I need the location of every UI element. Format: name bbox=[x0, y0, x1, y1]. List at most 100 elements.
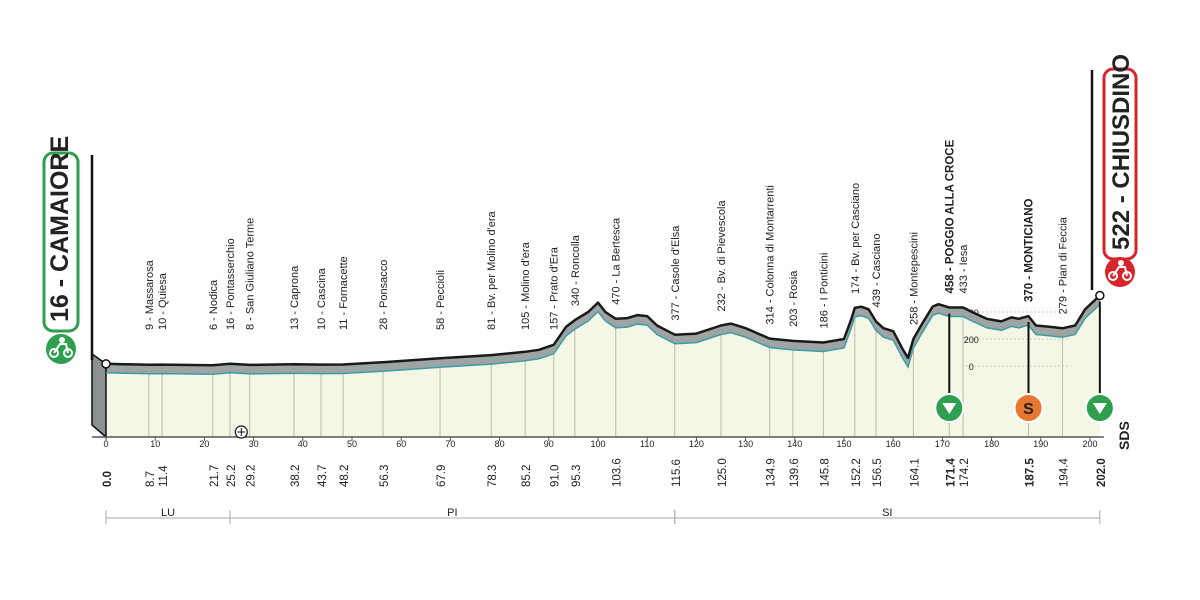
place-label: 186 - I Ponticini bbox=[818, 253, 830, 329]
place-label: 8 - San Giuliano Terme bbox=[245, 218, 257, 330]
x-tick-label: 140 bbox=[787, 439, 802, 449]
x-tick-label: 40 bbox=[298, 439, 308, 449]
place-label: 13 - Caprona bbox=[289, 265, 301, 330]
start-badge-label: 16 - CAMAIORE bbox=[46, 136, 74, 322]
province-code: LU bbox=[161, 507, 175, 519]
km-distance-label: 194.4 bbox=[1058, 458, 1070, 487]
km-distance-label: 48.2 bbox=[339, 465, 351, 487]
place-label: 433 - Iesa bbox=[958, 244, 970, 294]
place-label: 377 - Casole d'Elsa bbox=[670, 225, 682, 321]
finish-badge: 522 - CHIUSDINO bbox=[1102, 54, 1138, 287]
km-distance-label: 134.9 bbox=[766, 458, 778, 487]
place-label: 9 - Massarosa bbox=[144, 259, 156, 330]
place-label: 470 - La Bertesca bbox=[611, 217, 623, 305]
altitude-tick-label: 0 bbox=[969, 362, 974, 372]
place-label: 458 - POGGIO ALLA CROCE bbox=[944, 139, 956, 293]
km-distance-label: 174.2 bbox=[959, 458, 971, 487]
km-distance-label: 38.2 bbox=[290, 465, 302, 487]
km-distance-label: 139.6 bbox=[789, 458, 801, 487]
km-distance-label: 0.0 bbox=[102, 471, 114, 487]
place-label: 11 - Fornacette bbox=[338, 256, 350, 330]
km-distance-label: 171.4 bbox=[945, 458, 957, 487]
place-label: 58 - Peccioli bbox=[435, 270, 447, 330]
km-distance-label: 164.1 bbox=[909, 458, 921, 487]
level-crossing-glyph bbox=[237, 428, 246, 436]
km-distance-label: 103.6 bbox=[612, 458, 624, 487]
km-distance-label: 78.3 bbox=[487, 465, 499, 487]
altitude-tick-label: 200 bbox=[964, 335, 979, 345]
x-tick-label: 10 bbox=[150, 439, 160, 449]
km-distance-label: 187.5 bbox=[1025, 458, 1037, 487]
km-distance-label: 145.8 bbox=[819, 458, 831, 487]
start-dot bbox=[101, 359, 111, 369]
start-badge: 16 - CAMAIORE bbox=[42, 136, 80, 364]
sprint-letter: S bbox=[1023, 401, 1034, 418]
x-tick-label: 150 bbox=[836, 439, 851, 449]
km-distance-label: 202.0 bbox=[1096, 458, 1108, 487]
place-label: 340 - Roncolla bbox=[570, 234, 582, 306]
place-label: 203 - Rosia bbox=[788, 270, 800, 327]
x-tick-label: 110 bbox=[640, 439, 654, 449]
x-tick-label: 160 bbox=[886, 439, 901, 449]
place-label: 10 - Quiesa bbox=[157, 272, 169, 330]
x-tick-label: 130 bbox=[738, 439, 753, 449]
place-label: 10 - Cascina bbox=[316, 267, 328, 330]
place-label: 16 - Pontasserchio bbox=[225, 238, 237, 330]
x-tick-label: 70 bbox=[445, 439, 455, 449]
place-label: 314 - Colonna di Montarrenti bbox=[765, 185, 777, 324]
km-distance-label: 29.2 bbox=[246, 465, 258, 487]
sds-logo: SDS bbox=[1116, 421, 1132, 450]
cyclist-glyph bbox=[49, 337, 73, 358]
place-label: 279 - Pian di Feccia bbox=[1057, 216, 1069, 314]
start-badge-frame bbox=[42, 151, 80, 333]
x-tick-label: 100 bbox=[590, 439, 605, 449]
km-distance-label: 21.7 bbox=[209, 465, 221, 487]
x-tick-label: 180 bbox=[984, 439, 999, 449]
km-distance-label: 156.5 bbox=[872, 458, 884, 487]
x-tick-label: 50 bbox=[347, 439, 357, 449]
place-label: 174 - Bv. per Casciano bbox=[850, 183, 862, 294]
x-tick-label: 200 bbox=[1082, 439, 1097, 449]
place-label: 439 - Casciano bbox=[871, 233, 883, 307]
finish-cyclist-glyph bbox=[1108, 260, 1132, 281]
km-distance-label: 91.0 bbox=[550, 465, 562, 487]
km-distance-label: 11.4 bbox=[158, 465, 170, 487]
km-distance-label: 95.3 bbox=[571, 465, 583, 487]
place-label: 28 - Ponsacco bbox=[378, 260, 390, 330]
x-tick-label: 190 bbox=[1033, 439, 1048, 449]
profile-area-fill bbox=[106, 295, 1100, 437]
finish-dot bbox=[1095, 290, 1105, 301]
profile-valley-line bbox=[105, 303, 1101, 375]
triangle-glyph bbox=[942, 403, 957, 414]
place-label: 258 - Montepescini bbox=[908, 232, 920, 325]
km-distance-label: 152.2 bbox=[851, 458, 863, 487]
km-distance-label: 125.0 bbox=[717, 458, 729, 487]
km-distance-label: 115.6 bbox=[671, 459, 683, 487]
profile-road-line bbox=[105, 294, 1101, 367]
km-distance-label: 8.7 bbox=[145, 471, 157, 487]
x-tick-label: 60 bbox=[396, 439, 406, 449]
place-label: 370 - MONTICIANO bbox=[1024, 198, 1036, 302]
place-label: 157 - Prato d'Era bbox=[549, 246, 561, 330]
x-tick-label: 90 bbox=[544, 439, 554, 449]
triangle-glyph bbox=[1092, 403, 1107, 414]
x-tick-label: 0 bbox=[103, 439, 108, 449]
x-tick-label: 80 bbox=[495, 439, 505, 449]
km-distance-label: 85.2 bbox=[521, 465, 533, 487]
x-tick-label: 170 bbox=[935, 439, 950, 449]
km-distance-label: 67.9 bbox=[436, 465, 448, 487]
km-distance-label: 56.3 bbox=[379, 465, 391, 487]
place-label: 105 - Molino d'era bbox=[520, 241, 532, 330]
place-label: 81 - Bv. per Molino d'era bbox=[486, 210, 498, 330]
km-distance-label: 25.2 bbox=[226, 465, 238, 487]
km-distance-label: 43.7 bbox=[317, 465, 329, 487]
x-tick-label: 30 bbox=[249, 439, 259, 449]
x-tick-label: 20 bbox=[199, 439, 209, 449]
finish-badge-label: 522 - CHIUSDINO bbox=[1108, 54, 1135, 250]
province-code: SI bbox=[882, 507, 892, 519]
place-label: 232 - Bv. di Pievescola bbox=[716, 200, 728, 312]
province-code: PI bbox=[447, 507, 457, 519]
x-tick-label: 120 bbox=[689, 439, 704, 449]
place-label: 6 - Nodica bbox=[208, 279, 220, 330]
